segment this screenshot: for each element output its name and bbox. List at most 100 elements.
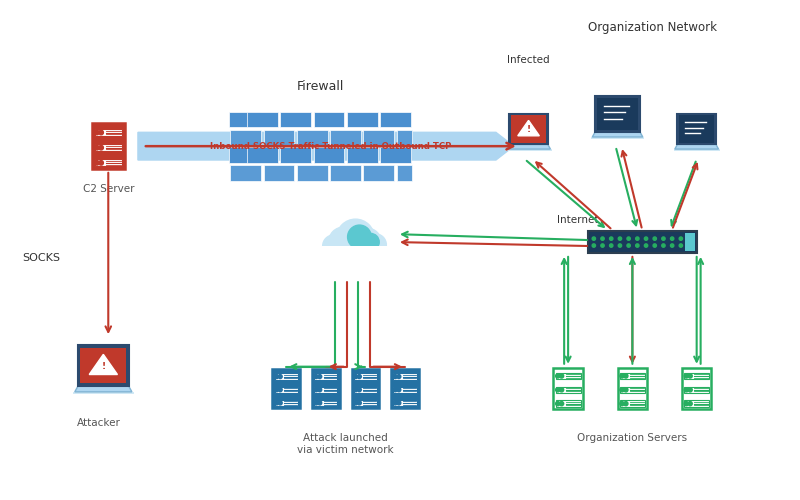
FancyBboxPatch shape — [230, 148, 260, 163]
Circle shape — [627, 244, 630, 247]
FancyBboxPatch shape — [391, 368, 418, 408]
Circle shape — [337, 219, 374, 257]
Text: SOCKS: SOCKS — [22, 253, 60, 263]
Circle shape — [274, 388, 278, 392]
Circle shape — [99, 146, 103, 150]
Circle shape — [644, 237, 648, 240]
Circle shape — [362, 234, 379, 251]
Circle shape — [679, 237, 682, 240]
Text: C2 Server: C2 Server — [82, 184, 134, 194]
Circle shape — [653, 244, 657, 247]
Text: Inbound SOCKS Traffic Tunneled in Outbound TCP: Inbound SOCKS Traffic Tunneled in Outbou… — [210, 142, 451, 150]
Circle shape — [644, 244, 648, 247]
FancyBboxPatch shape — [556, 386, 581, 393]
FancyBboxPatch shape — [347, 112, 378, 128]
Circle shape — [620, 402, 624, 406]
Text: !: ! — [526, 125, 530, 134]
Circle shape — [620, 388, 624, 392]
FancyBboxPatch shape — [363, 165, 394, 181]
Circle shape — [684, 374, 688, 378]
FancyBboxPatch shape — [554, 368, 583, 409]
Circle shape — [688, 402, 692, 406]
Bar — [322, 246, 389, 262]
Circle shape — [274, 374, 278, 378]
FancyBboxPatch shape — [684, 372, 709, 379]
Circle shape — [394, 401, 398, 405]
FancyBboxPatch shape — [94, 129, 122, 136]
Circle shape — [624, 402, 628, 406]
Circle shape — [94, 160, 99, 165]
FancyBboxPatch shape — [312, 368, 340, 408]
FancyBboxPatch shape — [618, 368, 647, 409]
Circle shape — [653, 237, 657, 240]
FancyBboxPatch shape — [264, 130, 294, 145]
FancyBboxPatch shape — [394, 386, 417, 393]
Circle shape — [627, 237, 630, 240]
Circle shape — [670, 244, 674, 247]
Circle shape — [99, 130, 103, 135]
FancyBboxPatch shape — [380, 148, 411, 163]
Text: Firewall: Firewall — [298, 80, 345, 94]
Polygon shape — [592, 132, 642, 137]
FancyBboxPatch shape — [92, 124, 125, 169]
FancyBboxPatch shape — [684, 386, 709, 393]
Circle shape — [314, 388, 318, 392]
FancyBboxPatch shape — [678, 114, 716, 144]
Text: Organization Servers: Organization Servers — [578, 433, 687, 443]
FancyBboxPatch shape — [620, 372, 645, 379]
Bar — [506, 149, 552, 150]
Circle shape — [601, 244, 604, 247]
FancyBboxPatch shape — [230, 165, 261, 181]
FancyBboxPatch shape — [314, 400, 338, 406]
Circle shape — [394, 388, 398, 392]
Circle shape — [322, 235, 345, 257]
FancyBboxPatch shape — [598, 98, 638, 130]
Circle shape — [274, 401, 278, 405]
Text: Attack launched
via victim network: Attack launched via victim network — [298, 433, 394, 454]
Circle shape — [354, 374, 358, 378]
Circle shape — [688, 374, 692, 378]
FancyBboxPatch shape — [620, 400, 645, 407]
Circle shape — [314, 374, 318, 378]
Polygon shape — [506, 144, 550, 149]
Circle shape — [556, 388, 560, 392]
FancyBboxPatch shape — [397, 165, 412, 181]
Text: Organization Network: Organization Network — [588, 21, 717, 34]
Circle shape — [397, 374, 401, 378]
Text: Internet: Internet — [558, 216, 598, 226]
Bar — [591, 137, 644, 138]
FancyBboxPatch shape — [297, 130, 328, 145]
FancyBboxPatch shape — [297, 165, 328, 181]
Circle shape — [364, 234, 386, 256]
FancyBboxPatch shape — [397, 130, 412, 145]
FancyBboxPatch shape — [354, 400, 377, 406]
Circle shape — [559, 402, 564, 406]
Circle shape — [559, 388, 564, 392]
FancyBboxPatch shape — [347, 148, 378, 163]
FancyArrow shape — [138, 132, 514, 160]
Circle shape — [354, 388, 358, 392]
Circle shape — [358, 401, 362, 405]
FancyBboxPatch shape — [510, 114, 548, 144]
Circle shape — [354, 401, 358, 405]
FancyBboxPatch shape — [682, 368, 711, 409]
FancyBboxPatch shape — [94, 144, 122, 152]
Bar — [674, 149, 720, 150]
FancyBboxPatch shape — [230, 112, 260, 128]
Circle shape — [688, 388, 692, 392]
Circle shape — [684, 388, 688, 392]
FancyBboxPatch shape — [394, 374, 417, 380]
FancyBboxPatch shape — [247, 112, 278, 128]
FancyBboxPatch shape — [264, 165, 294, 181]
Circle shape — [684, 402, 688, 406]
FancyBboxPatch shape — [274, 374, 298, 380]
Circle shape — [329, 227, 358, 257]
FancyBboxPatch shape — [685, 233, 694, 251]
Circle shape — [636, 237, 639, 240]
FancyBboxPatch shape — [280, 148, 311, 163]
Circle shape — [592, 237, 595, 240]
Circle shape — [624, 388, 628, 392]
FancyBboxPatch shape — [273, 368, 300, 408]
Circle shape — [601, 237, 604, 240]
FancyBboxPatch shape — [363, 130, 394, 145]
